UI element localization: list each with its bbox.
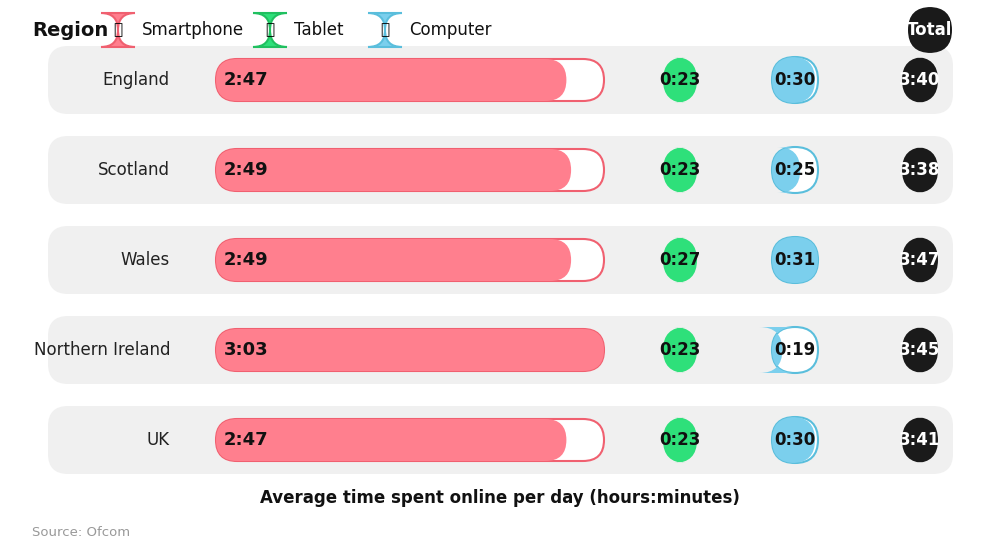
- Text: UK: UK: [147, 431, 170, 449]
- FancyBboxPatch shape: [772, 237, 818, 283]
- FancyBboxPatch shape: [216, 59, 604, 101]
- FancyBboxPatch shape: [772, 237, 818, 283]
- FancyBboxPatch shape: [663, 147, 697, 193]
- FancyBboxPatch shape: [48, 136, 953, 204]
- Text: 0:30: 0:30: [774, 71, 815, 89]
- Text: 0:25: 0:25: [774, 161, 815, 179]
- FancyBboxPatch shape: [216, 419, 604, 461]
- FancyBboxPatch shape: [902, 417, 938, 463]
- FancyBboxPatch shape: [663, 327, 697, 373]
- FancyBboxPatch shape: [902, 237, 938, 283]
- FancyBboxPatch shape: [772, 147, 800, 193]
- FancyBboxPatch shape: [216, 149, 604, 191]
- Text: England: England: [103, 71, 170, 89]
- Text: 2:47: 2:47: [224, 431, 269, 449]
- FancyBboxPatch shape: [908, 7, 952, 53]
- FancyBboxPatch shape: [101, 13, 135, 47]
- FancyBboxPatch shape: [216, 329, 604, 371]
- FancyBboxPatch shape: [663, 57, 697, 103]
- FancyBboxPatch shape: [663, 237, 697, 283]
- Text: 0:30: 0:30: [774, 431, 815, 449]
- Text: 3:40: 3:40: [899, 71, 941, 89]
- FancyBboxPatch shape: [772, 57, 818, 103]
- FancyBboxPatch shape: [216, 419, 566, 461]
- Text: 0:23: 0:23: [659, 71, 701, 89]
- Text: Average time spent online per day (hours:minutes): Average time spent online per day (hours…: [260, 489, 740, 507]
- FancyBboxPatch shape: [216, 329, 604, 371]
- FancyBboxPatch shape: [368, 13, 402, 47]
- Text: 📱: 📱: [265, 22, 275, 38]
- Text: 3:41: 3:41: [899, 431, 941, 449]
- FancyBboxPatch shape: [48, 406, 953, 474]
- Text: Wales: Wales: [121, 251, 170, 269]
- FancyBboxPatch shape: [663, 417, 697, 463]
- Text: 2:47: 2:47: [224, 71, 269, 89]
- FancyBboxPatch shape: [902, 57, 938, 103]
- FancyBboxPatch shape: [216, 149, 571, 191]
- Text: Northern Ireland: Northern Ireland: [34, 341, 170, 359]
- FancyBboxPatch shape: [216, 239, 571, 281]
- Text: 3:47: 3:47: [899, 251, 941, 269]
- Text: 0:27: 0:27: [659, 251, 701, 269]
- FancyBboxPatch shape: [772, 327, 818, 373]
- FancyBboxPatch shape: [772, 417, 818, 463]
- Text: 3:03: 3:03: [224, 341, 269, 359]
- FancyBboxPatch shape: [902, 147, 938, 193]
- Text: Computer: Computer: [409, 21, 492, 39]
- Text: Region: Region: [32, 21, 108, 40]
- FancyBboxPatch shape: [48, 46, 953, 114]
- Text: Scotland: Scotland: [98, 161, 170, 179]
- Text: Total: Total: [907, 21, 953, 39]
- FancyBboxPatch shape: [772, 57, 815, 103]
- FancyBboxPatch shape: [759, 327, 795, 373]
- FancyBboxPatch shape: [772, 417, 815, 463]
- Text: 📱: 📱: [113, 22, 123, 38]
- Text: 3:45: 3:45: [899, 341, 941, 359]
- FancyBboxPatch shape: [253, 13, 287, 47]
- Text: 0:23: 0:23: [659, 341, 701, 359]
- Text: 0:23: 0:23: [659, 161, 701, 179]
- Text: 0:23: 0:23: [659, 431, 701, 449]
- Text: Source: Ofcom: Source: Ofcom: [32, 525, 130, 539]
- Text: 🖥: 🖥: [380, 22, 390, 38]
- Text: Tablet: Tablet: [294, 21, 344, 39]
- FancyBboxPatch shape: [902, 327, 938, 373]
- Text: Smartphone: Smartphone: [142, 21, 244, 39]
- FancyBboxPatch shape: [772, 147, 818, 193]
- FancyBboxPatch shape: [48, 316, 953, 384]
- FancyBboxPatch shape: [48, 226, 953, 294]
- Text: 0:19: 0:19: [774, 341, 815, 359]
- Text: 0:31: 0:31: [774, 251, 815, 269]
- FancyBboxPatch shape: [216, 239, 604, 281]
- Text: 2:49: 2:49: [224, 251, 269, 269]
- Text: 3:38: 3:38: [899, 161, 941, 179]
- FancyBboxPatch shape: [216, 59, 566, 101]
- Text: 2:49: 2:49: [224, 161, 269, 179]
